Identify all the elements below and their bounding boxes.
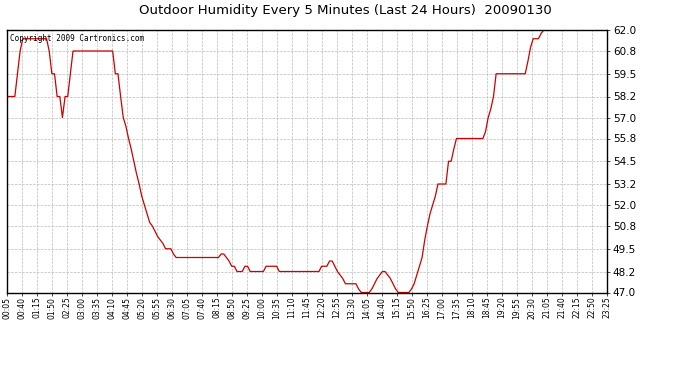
Text: Copyright 2009 Cartronics.com: Copyright 2009 Cartronics.com <box>10 34 144 43</box>
Text: Outdoor Humidity Every 5 Minutes (Last 24 Hours)  20090130: Outdoor Humidity Every 5 Minutes (Last 2… <box>139 4 551 17</box>
